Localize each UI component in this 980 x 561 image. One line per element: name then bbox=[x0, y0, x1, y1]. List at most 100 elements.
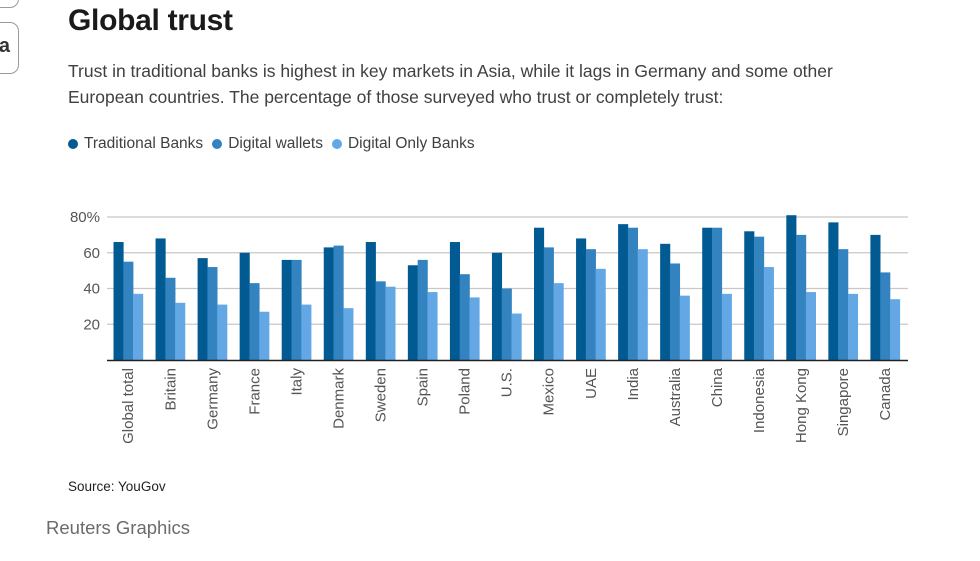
bar-traditional-banks bbox=[449, 242, 460, 360]
bar-digital-only-banks bbox=[343, 308, 354, 360]
bar-traditional-banks bbox=[576, 238, 587, 360]
x-category-label: Poland bbox=[457, 368, 474, 415]
bar-traditional-banks bbox=[744, 231, 755, 360]
bar-traditional-banks bbox=[828, 222, 839, 360]
bar-group bbox=[744, 231, 774, 360]
legend-dot-digital-only-banks-icon bbox=[331, 139, 342, 149]
x-category-label: Indonesia bbox=[751, 367, 768, 433]
bar-traditional-banks bbox=[113, 242, 124, 360]
bar-digital-wallets bbox=[375, 281, 386, 360]
bar-digital-only-banks bbox=[301, 304, 312, 360]
legend-label: Traditional Banks bbox=[84, 135, 204, 152]
x-category-label: Australia bbox=[667, 367, 684, 426]
bar-traditional-banks bbox=[155, 238, 166, 360]
clipped-edge-panel-glyph: a bbox=[0, 35, 10, 57]
bar-group bbox=[281, 259, 312, 360]
bar-digital-wallets bbox=[543, 247, 554, 360]
x-category-label: India bbox=[625, 367, 642, 400]
legend-dot-traditional-banks-icon bbox=[68, 139, 78, 149]
bar-group bbox=[155, 238, 186, 360]
chart-title: Global trust bbox=[68, 4, 233, 37]
bar-digital-only-banks bbox=[469, 297, 480, 360]
x-category-label: Britain bbox=[162, 368, 179, 411]
x-category-label: UAE bbox=[583, 368, 600, 399]
bar-group bbox=[323, 245, 354, 360]
bar-traditional-banks bbox=[534, 227, 545, 360]
bar-digital-wallets bbox=[838, 249, 849, 360]
x-category-label: U.S. bbox=[499, 368, 516, 397]
bar-digital-wallets bbox=[585, 249, 596, 360]
bar-digital-wallets bbox=[417, 259, 428, 360]
bar-digital-only-banks bbox=[890, 299, 901, 360]
bar-digital-wallets bbox=[459, 274, 470, 360]
bar-digital-wallets bbox=[669, 263, 681, 360]
x-category-label: Mexico bbox=[541, 368, 558, 416]
bar-traditional-banks bbox=[618, 224, 629, 360]
x-category-label: Denmark bbox=[330, 368, 347, 429]
bar-group bbox=[491, 252, 522, 360]
legend-dot-digital-wallets-icon bbox=[212, 139, 223, 149]
bar-digital-only-banks bbox=[259, 311, 270, 360]
bar-digital-only-banks bbox=[385, 286, 396, 360]
bar-group bbox=[113, 242, 144, 360]
bar-digital-only-banks bbox=[721, 293, 732, 360]
y-tick-label: 40 bbox=[83, 281, 100, 298]
y-axis-tick-labels: 20 40 60 80% bbox=[70, 209, 100, 333]
x-axis-category-labels: Global total Britain Germany France Italy Den… bbox=[120, 367, 894, 444]
bar-digital-wallets bbox=[627, 227, 638, 360]
bar-digital-wallets bbox=[796, 234, 807, 360]
bar-digital-wallets bbox=[249, 283, 260, 360]
bar-digital-wallets bbox=[880, 272, 891, 360]
bar-digital-only-banks bbox=[511, 313, 522, 360]
x-category-label: Spain bbox=[415, 368, 432, 406]
bar-digital-wallets bbox=[291, 259, 302, 360]
bar-group bbox=[197, 258, 228, 360]
bar-digital-only-banks bbox=[637, 249, 648, 360]
bar-group bbox=[365, 242, 396, 360]
bar-digital-only-banks bbox=[427, 292, 438, 360]
bar-group bbox=[239, 252, 270, 360]
bar-group bbox=[702, 227, 732, 360]
credit-reuters-graphics: Reuters Graphics bbox=[46, 517, 190, 538]
x-category-label: Singapore bbox=[835, 368, 852, 436]
bar-group bbox=[660, 243, 690, 360]
bar-digital-wallets bbox=[123, 261, 134, 360]
x-category-label: Global total bbox=[120, 368, 137, 444]
bar-group bbox=[534, 227, 564, 360]
bar-traditional-banks bbox=[281, 259, 292, 360]
y-tick-label: 60 bbox=[83, 245, 100, 262]
bar-group bbox=[786, 215, 816, 360]
bar-digital-wallets bbox=[165, 277, 176, 360]
bar-digital-only-banks bbox=[175, 302, 186, 360]
bar-digital-only-banks bbox=[805, 292, 816, 360]
bar-traditional-banks bbox=[365, 242, 376, 360]
bar-group bbox=[618, 224, 648, 360]
x-category-label: Sweden bbox=[373, 368, 390, 422]
x-category-label: Germany bbox=[204, 368, 221, 430]
legend-label: Digital Only Banks bbox=[347, 135, 475, 152]
bar-traditional-banks bbox=[407, 265, 418, 360]
bar-digital-only-banks bbox=[217, 304, 228, 360]
clipped-edge-panel[interactable]: a bbox=[0, 22, 19, 74]
bar-digital-only-banks bbox=[595, 268, 606, 360]
bar-traditional-banks bbox=[786, 215, 797, 360]
bar-digital-wallets bbox=[333, 245, 344, 360]
legend-item-traditional-banks: Traditional Banks bbox=[68, 135, 203, 153]
bar-digital-only-banks bbox=[763, 267, 774, 360]
x-category-label: China bbox=[709, 367, 726, 407]
bar-group bbox=[576, 238, 606, 360]
legend: Traditional Banks Digital wallets Digita… bbox=[68, 135, 484, 153]
bar-digital-only-banks bbox=[133, 293, 144, 360]
x-category-label: Hong Kong bbox=[793, 368, 810, 443]
bar-digital-wallets bbox=[207, 267, 218, 360]
bar-traditional-banks bbox=[660, 243, 671, 360]
bar-traditional-banks bbox=[491, 252, 503, 360]
legend-item-digital-only-banks: Digital Only Banks bbox=[331, 135, 475, 153]
bar-traditional-banks bbox=[870, 234, 881, 360]
bar-traditional-banks bbox=[239, 252, 250, 360]
x-category-label: Canada bbox=[877, 367, 894, 420]
bar-traditional-banks bbox=[197, 258, 208, 360]
bar-digital-only-banks bbox=[553, 283, 564, 360]
y-tick-label: 80% bbox=[70, 209, 100, 226]
